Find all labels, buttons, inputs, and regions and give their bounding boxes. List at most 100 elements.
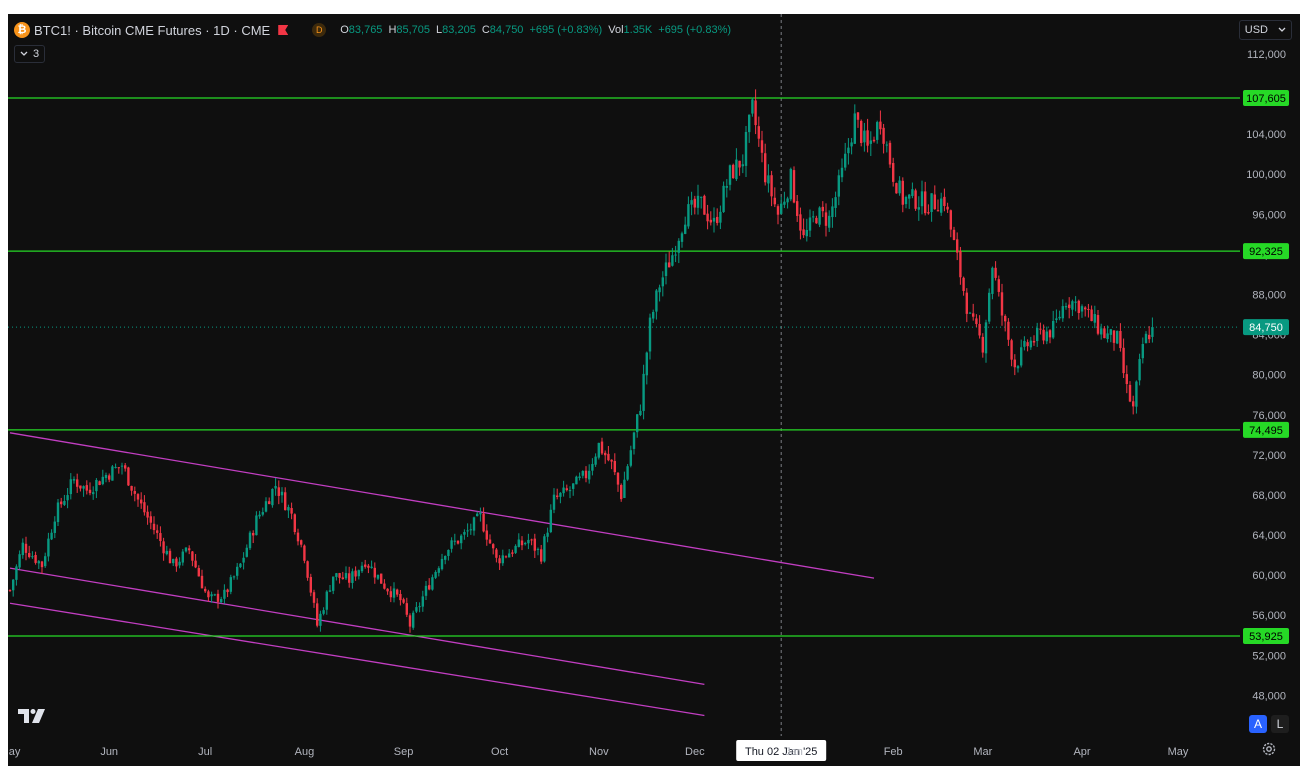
delayed-badge[interactable]: D	[312, 23, 327, 37]
candle-body	[399, 593, 402, 601]
candle-body	[1000, 292, 1004, 316]
candle-body	[959, 251, 962, 278]
candle-body	[664, 262, 668, 276]
candle-body	[844, 153, 847, 168]
candle-body	[133, 491, 136, 494]
candle-body	[472, 517, 476, 531]
candle-body	[984, 322, 988, 354]
candle-body	[533, 538, 536, 551]
candle-body	[690, 200, 693, 205]
candle-body	[652, 311, 655, 319]
candle-body	[549, 509, 552, 533]
candle-body	[92, 492, 95, 495]
candle-body	[1020, 347, 1023, 366]
candle-body	[546, 532, 549, 537]
candle-body	[920, 191, 924, 207]
candle-body	[274, 485, 277, 489]
candle-body	[479, 512, 482, 515]
currency-selector[interactable]: USD	[1238, 20, 1292, 40]
candle-body	[536, 548, 540, 550]
candle-body	[607, 453, 610, 461]
candle-body	[1116, 330, 1119, 344]
candle-body	[348, 573, 351, 583]
candle-body	[1090, 309, 1093, 322]
candle-body	[760, 140, 764, 153]
candle-body	[773, 197, 776, 205]
symbol-title[interactable]: BTC1! · Bitcoin CME Futures · 1D · CME	[34, 22, 271, 38]
price-axis[interactable]: 112,000108,000104,000100,00096,00092,000…	[1246, 49, 1286, 702]
symbol-legend[interactable]: ₿ BTC1! · Bitcoin CME Futures · 1D · CME…	[14, 21, 737, 39]
x-tick-label: Jul	[198, 746, 212, 758]
candle-body	[988, 292, 991, 322]
y-tick-label: 64,000	[1252, 530, 1286, 542]
candle-body	[764, 153, 767, 183]
candle-body	[552, 494, 556, 510]
level-price-label: 53,925	[1249, 631, 1283, 643]
candle-body	[322, 610, 325, 614]
candle-body	[600, 441, 604, 454]
candle-body	[917, 207, 920, 210]
candle-body	[610, 459, 613, 462]
candle-body	[786, 198, 789, 203]
candle-body	[98, 481, 101, 486]
candle-body	[175, 558, 178, 567]
candle-body	[754, 100, 757, 126]
candle-body	[261, 512, 264, 515]
candle-body	[732, 164, 735, 179]
candle-body	[994, 267, 997, 278]
candle-body	[748, 114, 751, 133]
candle-body	[1112, 330, 1116, 343]
candle-body	[108, 475, 111, 480]
flag-icon[interactable]	[278, 25, 289, 35]
candle-body	[597, 442, 600, 458]
candle-body	[1109, 329, 1112, 335]
candle-body	[562, 487, 565, 494]
candle-body	[972, 313, 975, 317]
candle-body	[104, 475, 108, 479]
candle-body	[396, 589, 399, 595]
candle-body	[156, 530, 159, 533]
chevron-down-icon	[20, 51, 28, 56]
time-axis[interactable]: May Jun Jul Aug Sep Oct Nov Dec Jan Feb Mar Apr May	[8, 746, 1189, 758]
horizontal-levels[interactable]	[8, 97, 1240, 637]
candle-body	[264, 501, 268, 512]
candle-body	[978, 323, 981, 336]
candle-body	[815, 217, 818, 224]
candle-body	[892, 163, 895, 182]
candle-body	[1100, 328, 1103, 335]
price-chart[interactable]: Thu 02 Jan '25 112,000108,000104,000100,…	[8, 14, 1300, 766]
candle-body	[882, 127, 885, 144]
candle-body	[69, 479, 72, 495]
candle-body	[517, 539, 520, 547]
candle-body	[316, 603, 319, 626]
candle-body	[389, 591, 392, 598]
candle-body	[28, 553, 31, 557]
log-scale-button[interactable]: L	[1271, 715, 1289, 733]
ohlc-close: C84,750	[481, 24, 524, 36]
indicators-toggle[interactable]: 3	[14, 45, 46, 63]
candle-body	[940, 198, 943, 213]
candle-body	[488, 539, 492, 544]
candle-body	[431, 577, 434, 590]
gear-icon[interactable]	[1261, 741, 1277, 757]
candle-body	[338, 573, 341, 578]
candle-body	[60, 501, 63, 505]
candle-body	[604, 452, 607, 456]
candle-body	[1036, 328, 1039, 342]
candle-body	[674, 254, 677, 256]
candle-body	[66, 495, 69, 501]
x-tick-label: Jun	[100, 746, 118, 758]
candle-body	[370, 566, 373, 569]
candle-body	[207, 591, 210, 598]
candle-body	[191, 551, 194, 561]
candle-body	[824, 212, 828, 226]
candle-body	[936, 210, 940, 212]
candle-body	[636, 414, 639, 433]
candle-body	[719, 211, 722, 223]
candle-body	[632, 432, 636, 449]
tradingview-logo-icon[interactable]	[18, 708, 48, 724]
candle-body	[8, 590, 12, 592]
auto-scale-button[interactable]: A	[1249, 715, 1267, 733]
candle-body	[364, 564, 367, 567]
trend-lines[interactable]	[9, 432, 875, 717]
